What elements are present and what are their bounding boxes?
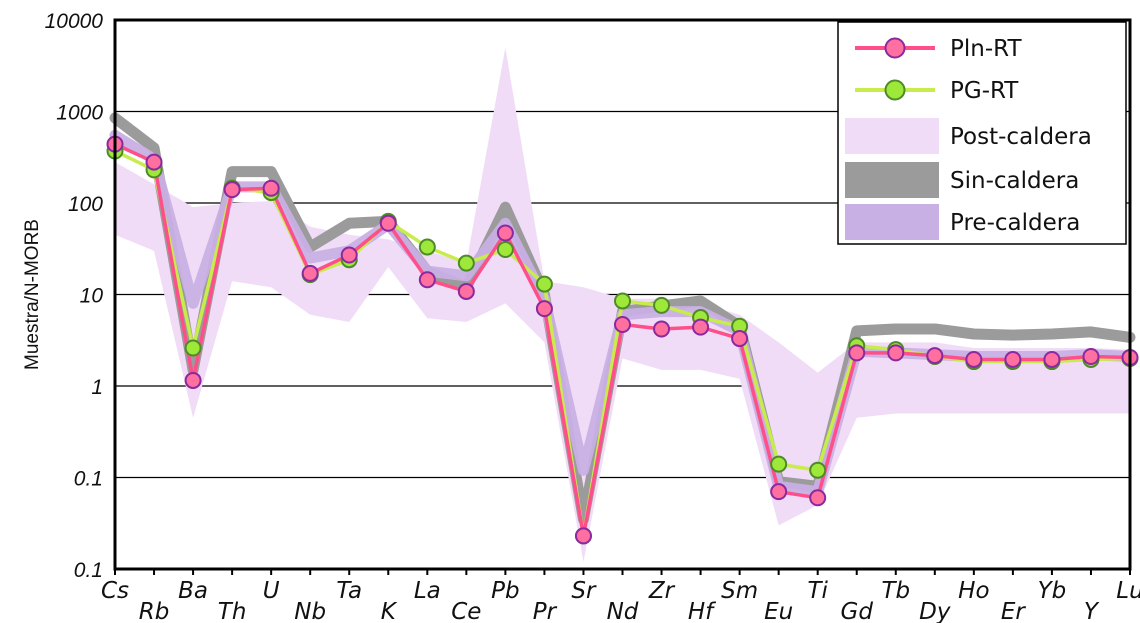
pln-rt-point [1082,348,1100,366]
pln-rt-point [418,271,436,289]
legend-post-caldera-swatch [845,118,939,154]
x-tick-label: Ta [336,578,362,604]
legend-pg-rt-marker [884,79,906,101]
pln-rt-point [496,224,514,242]
pln-rt-point [262,179,280,197]
x-tick-label: Er [1001,599,1027,623]
legend-pln-rt-label: Pln-RT [950,36,1022,62]
pln-rt-point [574,527,592,545]
pg-rt-point [184,339,202,357]
y-tick-labels: 10000 1000 100 10 1 0.1 0.1 [45,10,104,582]
pln-rt-point [731,330,749,348]
x-tick-label: Hf [688,599,716,623]
x-tick-label: Lu [1116,578,1140,604]
y-tick-label: 1000 [56,102,103,125]
x-tick-label: Pr [533,599,558,623]
pg-rt-point [770,455,788,473]
pln-rt-point [653,320,671,338]
pg-rt-point [496,241,514,259]
x-tick-label: Sr [571,578,597,604]
legend-post-caldera-label: Post-caldera [950,124,1092,150]
legend-sin-caldera-label: Sin-caldera [950,168,1079,194]
x-tick-label: Rb [139,599,170,623]
x-tick-label: Th [218,599,247,623]
y-tick-label: 1 [91,376,103,399]
pln-rt-point [1043,350,1061,368]
pln-rt-point [809,489,827,507]
pln-rt-point [535,300,553,318]
x-tick-label: Sm [721,578,758,604]
pre-caldera-band [109,129,1136,498]
x-tick-label: Y [1084,599,1100,623]
x-tick-label: U [263,578,280,604]
pg-rt-point [457,254,475,272]
pg-rt-point [614,292,631,310]
x-tick-label: Ba [178,578,208,604]
pln-rt-point [1004,350,1022,368]
axis-ticks [114,569,1131,575]
pln-rt-point [457,282,475,300]
pln-rt-point [184,371,202,389]
pln-rt-point [887,344,905,362]
x-tick-label: Gd [841,599,874,623]
x-tick-label: Ho [958,578,989,604]
pg-rt-point [418,238,436,256]
pln-rt-point [614,316,631,334]
legend-pln-rt-marker [884,37,906,59]
pln-rt-point [145,153,163,171]
y-tick-label: 0.1 [74,559,103,582]
x-tick-label: Zr [648,578,676,604]
pln-rt-point [965,350,983,368]
x-tick-label: La [414,578,441,604]
pln-rt-point [848,344,866,362]
legend-pre-caldera-swatch [845,204,939,240]
x-tick-label: Pb [491,578,519,604]
legend-pre-caldera-label: Pre-caldera [950,210,1080,236]
y-tick-label: 100 [68,193,103,216]
y-tick-label: 10 [80,285,104,308]
pln-rt-point [301,264,319,282]
pln-rt-point [770,483,788,501]
pg-rt-point [535,275,553,293]
y-tick-label: 10000 [45,10,104,33]
legend-sin-caldera-swatch [845,162,939,198]
x-tick-label: Nd [607,599,639,623]
x-tick-label: Eu [764,599,793,623]
legend: Pln-RT PG-RT Post-caldera Sin-caldera Pre-ca… [837,21,1127,245]
pg-rt-point [809,461,827,479]
x-tick-label: K [381,599,398,623]
pln-rt-point [692,318,710,336]
x-tick-label: Tb [881,578,910,604]
pln-rt-point [223,181,241,199]
x-tick-label: Dy [919,599,951,623]
y-axis-label: Muestra/N-MORB [22,219,43,370]
pln-rt-point [340,246,358,264]
x-tick-label: Ce [451,599,481,623]
pln-rt-point [926,347,944,365]
x-tick-label: Cs [101,578,129,604]
sample-markers [106,135,1139,545]
pg-rt-point [653,296,671,314]
pln-rt-point [379,214,397,232]
x-tick-label: Yb [1038,578,1067,604]
x-tick-label: Nb [294,599,326,623]
x-tick-label: Ti [807,578,828,604]
legend-pg-rt-label: PG-RT [950,78,1019,104]
y-tick-label: 0.1 [74,468,103,491]
